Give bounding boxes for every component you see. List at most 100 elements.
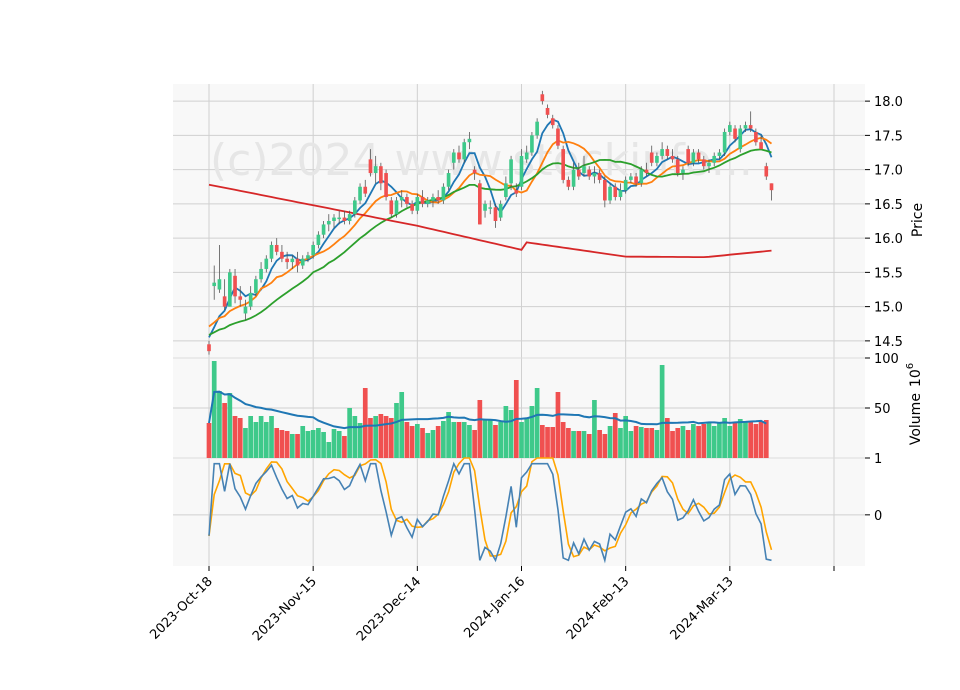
volume-bar bbox=[696, 426, 701, 458]
volume-bar bbox=[545, 427, 550, 458]
volume-bar bbox=[508, 410, 514, 458]
volume-bar bbox=[274, 428, 280, 458]
candle-body bbox=[576, 169, 581, 177]
candle-body bbox=[649, 152, 654, 163]
candle-body bbox=[254, 279, 258, 293]
candle-body bbox=[353, 200, 357, 215]
volume-bar bbox=[430, 430, 436, 458]
volume-bar bbox=[331, 429, 337, 458]
volume-bar bbox=[701, 424, 707, 458]
volume-bar bbox=[477, 400, 483, 458]
volume-bar bbox=[753, 424, 759, 458]
volume-bar bbox=[269, 416, 274, 458]
volume-bar bbox=[691, 424, 696, 458]
candle-body bbox=[347, 214, 352, 221]
volume-bar bbox=[342, 436, 347, 458]
volume-bar bbox=[618, 428, 623, 458]
volume-bar bbox=[675, 428, 681, 458]
candle-body bbox=[228, 272, 232, 307]
candle-body bbox=[540, 94, 545, 102]
osc-tick-label: 1 bbox=[874, 452, 882, 467]
candle-body bbox=[613, 186, 618, 198]
candle-body bbox=[675, 159, 680, 174]
candle-body bbox=[233, 275, 237, 297]
candle-body bbox=[394, 200, 399, 215]
candle-body bbox=[217, 279, 222, 290]
candle-body bbox=[504, 183, 508, 198]
volume-bar bbox=[399, 392, 405, 458]
volume-bar bbox=[524, 418, 530, 458]
volume-bar bbox=[357, 423, 363, 458]
volume-bar bbox=[623, 416, 629, 458]
volume-bar bbox=[763, 420, 769, 458]
osc-tick-label: 0 bbox=[874, 509, 882, 524]
candle-body bbox=[592, 173, 597, 177]
price-tick-label: 18.0 bbox=[874, 95, 903, 110]
date-tick-label: 2023-Nov-15 bbox=[250, 574, 320, 644]
volume-bar bbox=[711, 426, 717, 458]
volume-bar bbox=[664, 418, 670, 458]
volume-axis-title-exp: 6 bbox=[905, 363, 916, 369]
price-axis-title: Price bbox=[910, 203, 926, 237]
volume-bar bbox=[571, 431, 576, 458]
volume-bar bbox=[529, 406, 535, 458]
candle-body bbox=[311, 244, 315, 256]
volume-bar bbox=[670, 431, 675, 458]
volume-bar bbox=[373, 416, 379, 458]
volume-bar bbox=[232, 416, 238, 458]
candle-body bbox=[561, 149, 565, 180]
volume-bar bbox=[597, 430, 602, 458]
volume-bar bbox=[685, 430, 691, 458]
candle-body bbox=[478, 183, 482, 225]
candle-body bbox=[248, 292, 253, 307]
volume-bar bbox=[602, 434, 608, 458]
candle-body bbox=[603, 179, 607, 201]
candle-body bbox=[670, 155, 675, 160]
candle-body bbox=[300, 258, 305, 266]
volume-bar bbox=[217, 391, 222, 458]
volume-tick-label: 100 bbox=[874, 352, 899, 367]
date-axis: 2023-Oct-18 2023-Nov-15 2023-Dec-14 2024-Ja… bbox=[147, 566, 835, 644]
volume-axis-title: Volume 106 bbox=[905, 363, 924, 445]
volume-bar bbox=[321, 432, 326, 458]
volume-bar bbox=[404, 422, 410, 458]
candle-body bbox=[379, 166, 383, 184]
volume-bar bbox=[300, 426, 306, 458]
candle-body bbox=[634, 176, 638, 184]
candle-body bbox=[326, 221, 331, 225]
candle-body bbox=[587, 169, 592, 177]
volume-bar bbox=[576, 431, 582, 458]
volume-bar bbox=[295, 434, 300, 458]
candle-body bbox=[389, 200, 394, 215]
volume-tick-label: 50 bbox=[874, 402, 891, 417]
candle-body bbox=[368, 159, 373, 174]
volume-bar bbox=[722, 418, 727, 458]
candle-body bbox=[321, 224, 326, 235]
candle-body bbox=[462, 142, 467, 160]
candlesticks bbox=[207, 90, 774, 355]
candle-body bbox=[644, 169, 649, 174]
candle-body bbox=[759, 142, 763, 150]
price-tick-label: 15.5 bbox=[874, 266, 903, 281]
volume-bar bbox=[487, 420, 493, 458]
volume-bar bbox=[732, 422, 738, 458]
volume-bar bbox=[649, 428, 655, 458]
candle-body bbox=[639, 169, 644, 184]
volume-bar bbox=[612, 413, 618, 458]
candle-body bbox=[582, 166, 586, 174]
candle-body bbox=[629, 176, 633, 180]
candle-body bbox=[738, 128, 743, 150]
candle-body bbox=[701, 159, 706, 167]
volume-bar bbox=[706, 423, 712, 458]
oscillator-lines bbox=[208, 457, 773, 564]
volume-bar bbox=[441, 421, 446, 458]
volume-bar bbox=[409, 426, 415, 458]
candle-body bbox=[415, 197, 420, 211]
volume-bar bbox=[425, 433, 431, 458]
candle-body bbox=[316, 234, 321, 245]
volume-bar bbox=[737, 419, 743, 458]
volume-bar bbox=[456, 422, 462, 458]
candle-body bbox=[618, 190, 623, 198]
candle-body bbox=[493, 207, 498, 221]
candle-body bbox=[436, 197, 440, 201]
